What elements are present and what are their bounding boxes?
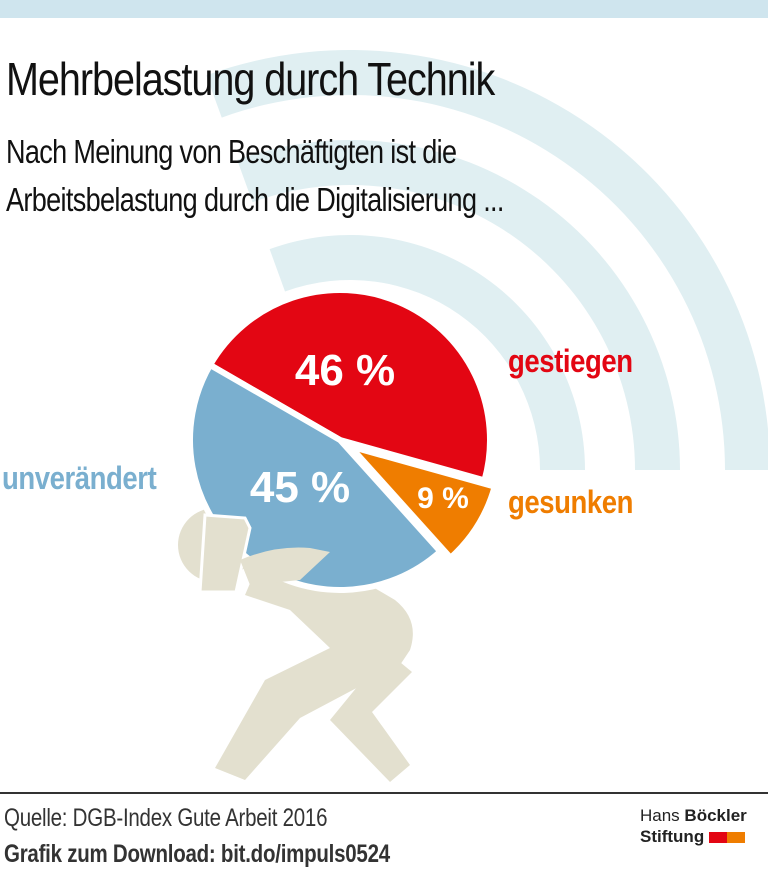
figure-shoulder — [240, 547, 330, 585]
logo-red-square — [708, 832, 727, 843]
signal-arc-1 — [269, 235, 585, 470]
logo-text-stiftung: Stiftung — [640, 827, 705, 846]
pie-value-label-gesunken: 9 % — [417, 482, 469, 515]
chart-title: Mehrbelastung durch Technik — [6, 53, 495, 105]
chart-subtitle: Nach Meinung von Beschäftigten ist die A… — [6, 128, 504, 224]
figure-back-leg — [330, 658, 412, 782]
top-band — [0, 0, 768, 18]
footer-divider — [0, 792, 768, 794]
legend-label-gestiegen: gestiegen — [508, 343, 633, 379]
pie-value-label-unveraendert: 45 % — [250, 463, 350, 512]
logo-text-boeckler: Böckler — [684, 806, 747, 825]
signal-arc-3 — [206, 50, 768, 470]
figure-torso-leg — [215, 546, 413, 780]
pie-slice-unveraendert — [187, 362, 444, 593]
download-link[interactable]: Grafik zum Download: bit.do/impuls0524 — [4, 840, 390, 868]
legend-label-gesunken: gesunken — [508, 484, 634, 520]
logo-text-hans: Hans — [640, 806, 680, 825]
source-note: Quelle: DGB-Index Gute Arbeit 2016 — [4, 804, 328, 832]
subtitle-line-1: Nach Meinung von Beschäftigten ist die — [6, 133, 457, 170]
legend-label-unveraendert: unverändert — [2, 460, 157, 496]
logo-orange-square — [726, 832, 745, 843]
subtitle-line-2: Arbeitsbelastung durch die Digitalisieru… — [6, 181, 504, 218]
hans-boeckler-logo: Hans Böckler Stiftung — [640, 805, 747, 847]
pie-slice-gestiegen — [207, 287, 493, 484]
person-arms-icon — [198, 513, 330, 594]
signal-arc-2 — [237, 139, 680, 470]
pie-slice-gesunken — [347, 443, 498, 561]
wifi-signal-icon — [206, 50, 768, 470]
figure-arm — [198, 513, 252, 594]
pie-value-labels: 46 % 9 % 45 % — [250, 346, 469, 515]
pie-chart — [187, 287, 498, 593]
pie-value-label-gestiegen: 46 % — [295, 346, 395, 395]
